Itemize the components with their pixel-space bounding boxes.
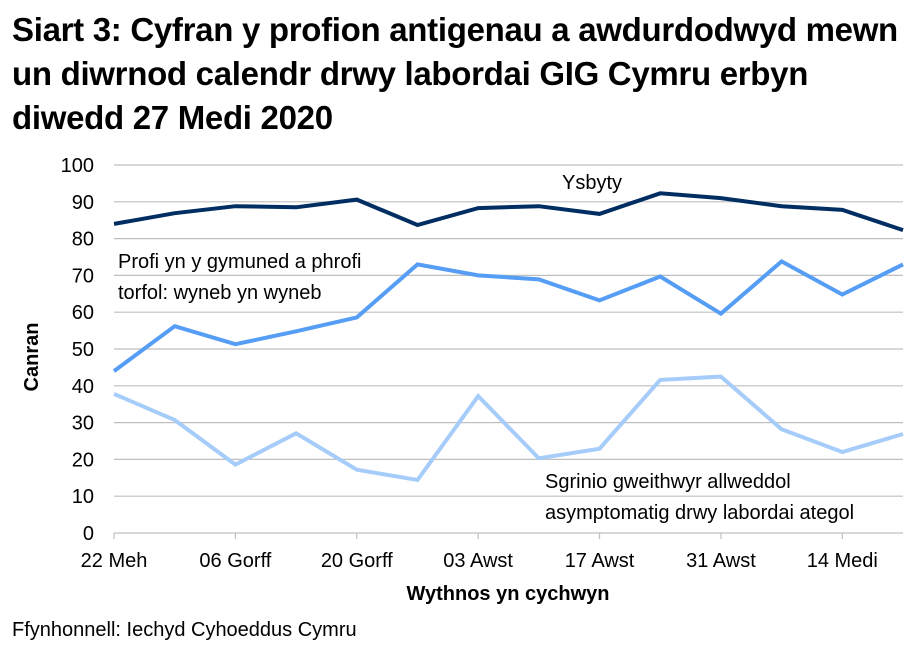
x-tick-label: 14 Medi bbox=[807, 550, 878, 572]
y-tick-label: 70 bbox=[72, 265, 94, 287]
x-tick-label: 17 Awst bbox=[565, 550, 635, 572]
y-tick-label: 100 bbox=[61, 155, 94, 177]
x-tick-label: 06 Gorff bbox=[199, 550, 271, 572]
series-label-sgrinio: Sgrinio gweithwyr allweddol bbox=[545, 471, 791, 493]
y-tick-label: 20 bbox=[72, 449, 94, 471]
y-axis-title: Canran bbox=[21, 323, 43, 392]
series-line-sgrinio bbox=[113, 374, 904, 483]
x-axis-title: Wythnos yn cychwyn bbox=[406, 583, 609, 605]
x-tick-label: 22 Meh bbox=[81, 550, 148, 572]
series-line-profi bbox=[112, 258, 904, 373]
series-label-ysbyty: Ysbyty bbox=[562, 172, 622, 194]
x-axis-ticks: 22 Meh 06 Gorff 20 Gorff 03 Awst 17 Awst 31 A… bbox=[81, 533, 878, 572]
series-label-profi: Profi yn y gymuned a phrofi bbox=[118, 251, 361, 273]
y-tick-label: 60 bbox=[72, 302, 94, 324]
x-tick-label: 03 Awst bbox=[443, 550, 513, 572]
y-tick-label: 80 bbox=[72, 229, 94, 251]
y-tick-label: 10 bbox=[72, 486, 94, 508]
series-line-ysbyty bbox=[113, 191, 904, 232]
source-note: Ffynhonnell: Iechyd Cyhoeddus Cymru bbox=[12, 619, 357, 641]
y-tick-label: 50 bbox=[72, 339, 94, 361]
y-tick-label: 30 bbox=[72, 413, 94, 435]
y-tick-label: 90 bbox=[72, 192, 94, 214]
y-tick-label: 40 bbox=[72, 376, 94, 398]
x-tick-label: 20 Gorff bbox=[321, 550, 393, 572]
series-labels: Ysbyty Profi yn y gymuned a phrofi torfol:… bbox=[118, 172, 854, 524]
series-lines bbox=[112, 191, 904, 483]
y-tick-label: 0 bbox=[83, 523, 94, 545]
x-tick-label: 31 Awst bbox=[686, 550, 756, 572]
chart-title: Siart 3: Cyfran y profion antigenau a aw… bbox=[12, 11, 898, 136]
y-axis-ticks: 0 10 20 30 40 50 60 70 80 90 100 bbox=[61, 155, 94, 545]
series-label-sgrinio: asymptomatig drwy labordai ategol bbox=[545, 502, 854, 524]
series-label-profi: torfol: wyneb yn wyneb bbox=[118, 282, 321, 304]
